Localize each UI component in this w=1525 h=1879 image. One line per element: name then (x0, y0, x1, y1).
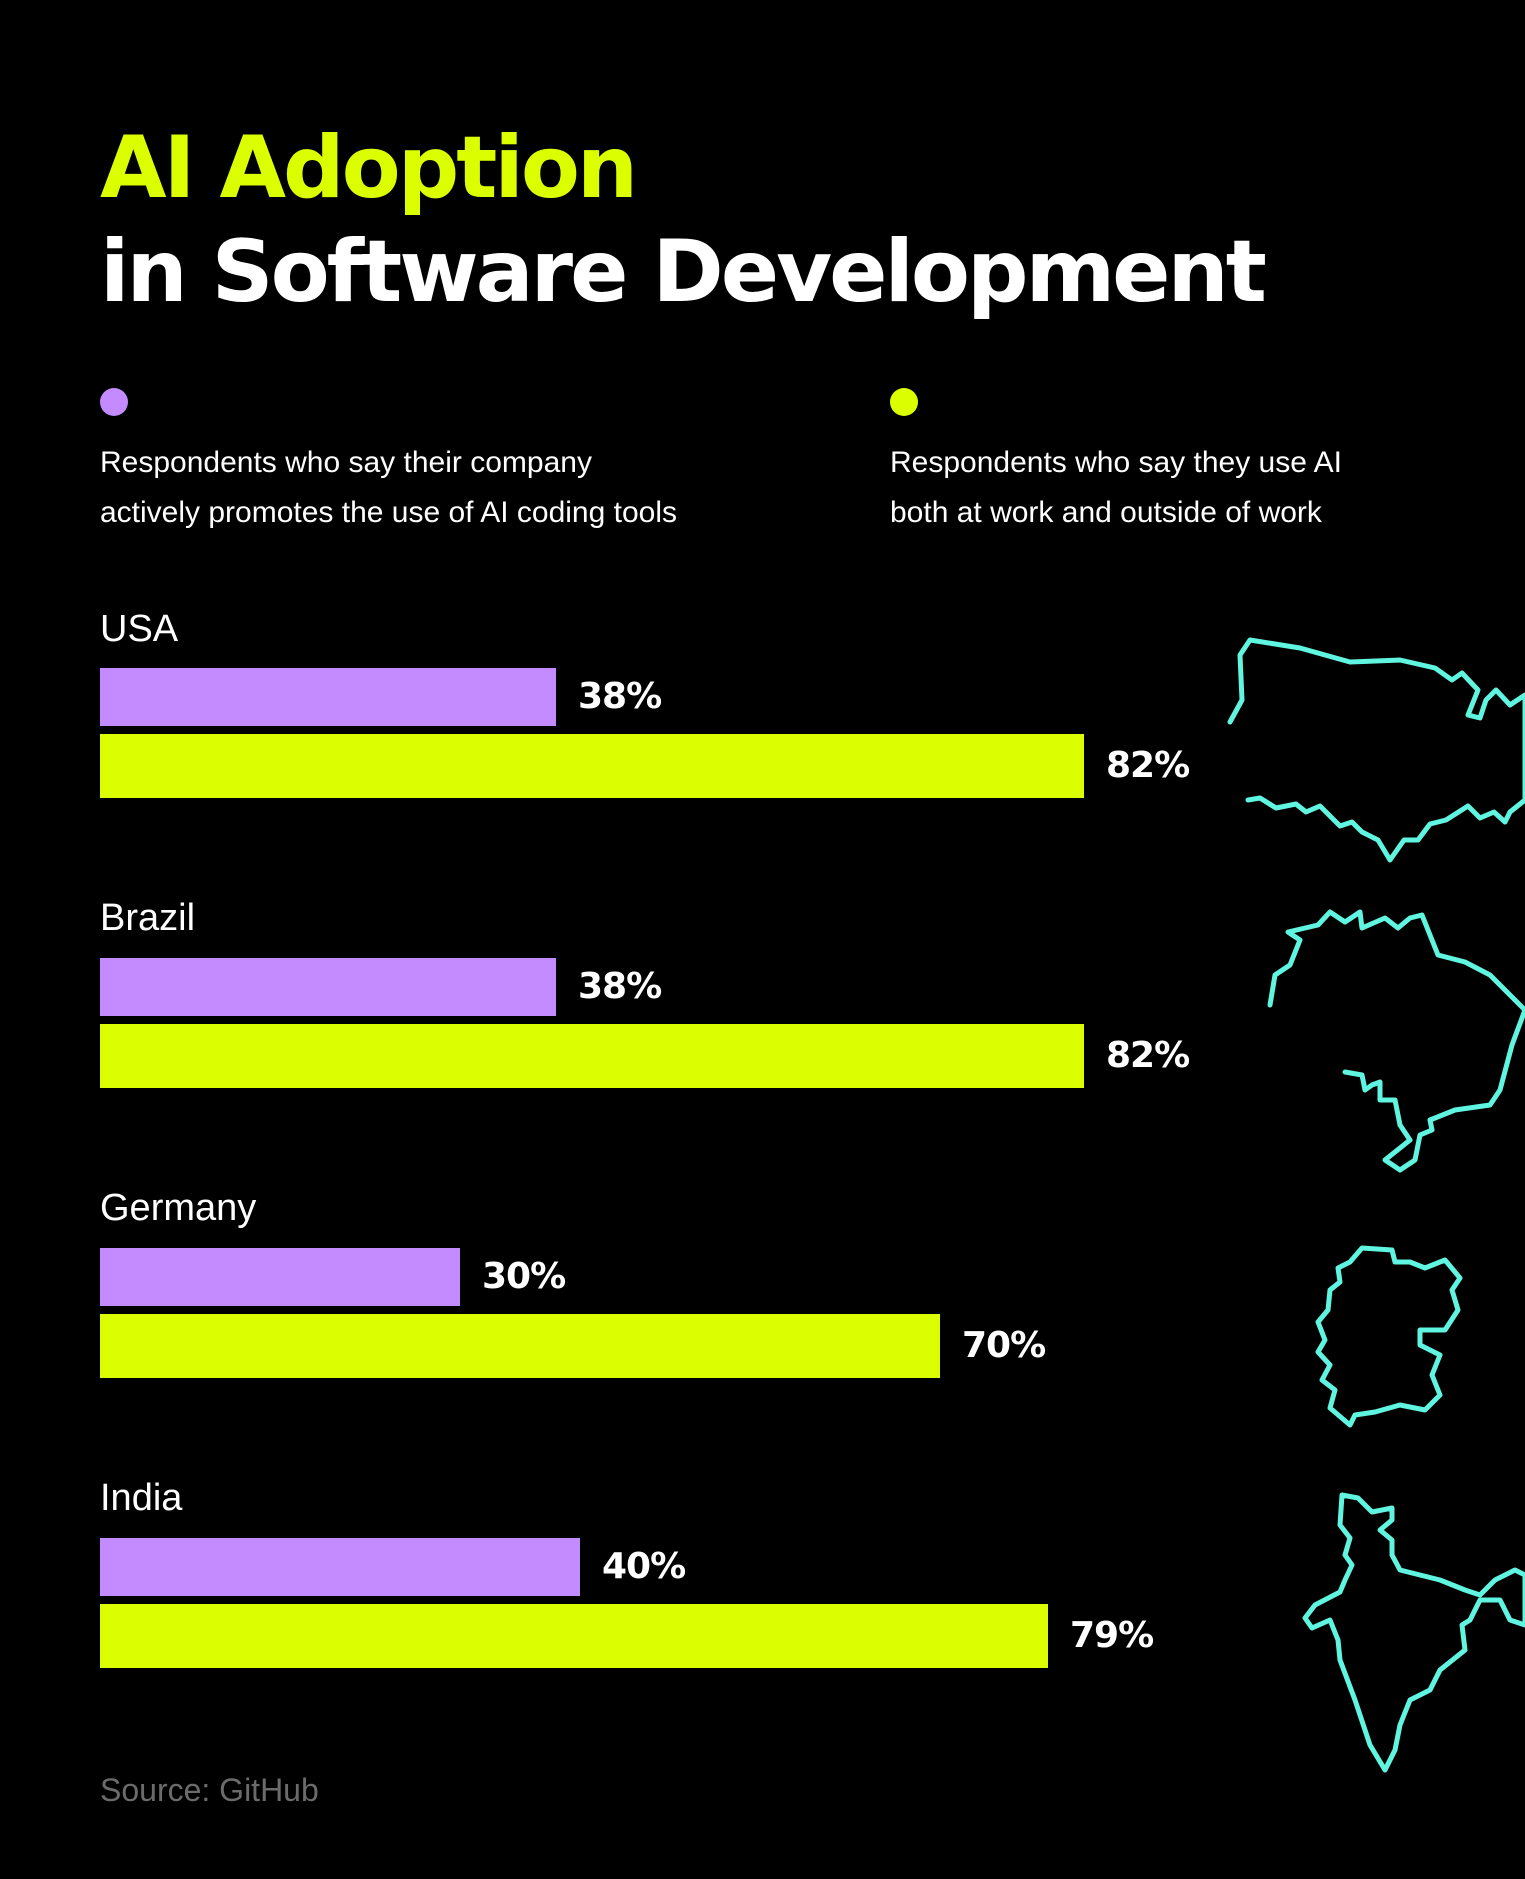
legend-text-promote-line2: actively promotes the use of AI coding t… (100, 496, 677, 529)
legend-text-promote-line1: Respondents who say their company (100, 446, 592, 479)
value-label-use-usa: 82% (1106, 745, 1190, 786)
value-label-promote-germany: 30% (482, 1256, 566, 1297)
legend-dot-use (890, 388, 918, 416)
brazil-map-outline (1267, 909, 1525, 1173)
value-label-promote-usa: 38% (578, 676, 662, 717)
legend-item-promote: Respondents who say their company active… (100, 388, 820, 538)
bar-use-usa (100, 734, 1084, 798)
bar-use-india (100, 1604, 1048, 1668)
legend-text-use-line1: Respondents who say they use AI (890, 446, 1342, 479)
bar-promote-germany (100, 1248, 460, 1306)
bar-promote-brazil (100, 958, 556, 1016)
bar-use-brazil (100, 1024, 1084, 1088)
legend-text-use-line2: both at work and outside of work (890, 496, 1322, 529)
title-line-2: in Software Development (100, 222, 1267, 322)
usa-map-outline (1227, 637, 1525, 863)
category-label-brazil: Brazil (100, 897, 196, 939)
legend-text-promote: Respondents who say their company active… (100, 438, 820, 538)
value-label-promote-brazil: 38% (578, 966, 662, 1007)
bar-use-germany (100, 1314, 940, 1378)
bar-promote-india (100, 1538, 580, 1596)
legend-item-use: Respondents who say they use AI both at … (890, 388, 1450, 538)
category-label-india: India (100, 1477, 183, 1519)
title-line-1: AI Adoption (100, 118, 638, 218)
value-label-use-brazil: 82% (1106, 1035, 1190, 1076)
source-note: Source: GitHub (100, 1772, 319, 1808)
bar-promote-usa (100, 668, 556, 726)
legend-dot-promote (100, 388, 128, 416)
legend-text-use: Respondents who say they use AI both at … (890, 438, 1450, 538)
germany-map-outline (1315, 1245, 1463, 1428)
category-label-germany: Germany (100, 1187, 257, 1229)
value-label-promote-india: 40% (602, 1546, 686, 1587)
category-label-usa: USA (100, 608, 179, 650)
value-label-use-india: 79% (1070, 1615, 1154, 1656)
india-map-outline (1302, 1492, 1525, 1773)
value-label-use-germany: 70% (962, 1325, 1046, 1366)
